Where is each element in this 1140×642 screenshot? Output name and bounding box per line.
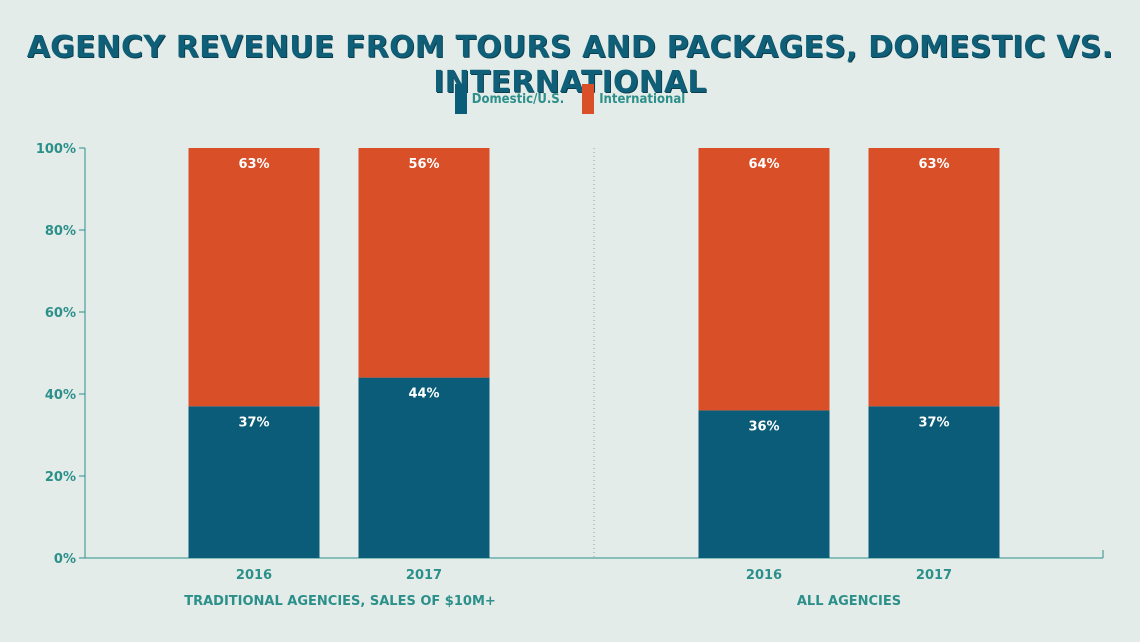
data-label-international: 56% [408,157,439,172]
bar-international [358,148,490,378]
data-label-domestic: 44% [408,387,439,402]
legend-item-domestic: Domestic/U.S. [454,84,565,114]
bar-international [698,148,830,411]
data-label-domestic: 36% [748,419,779,434]
group-label: TRADITIONAL AGENCIES, SALES OF $10M+ [184,594,496,609]
legend-swatch-international [582,84,595,114]
bar-domestic [188,406,320,558]
bar-domestic [868,406,1000,558]
y-tick-label: 20% [45,470,76,485]
y-tick-label: 100% [36,142,76,157]
bar-international [188,148,320,407]
bar-domestic [358,377,490,558]
group-label: ALL AGENCIES [797,594,901,609]
legend-label-international: International [599,91,686,107]
bar-international [868,148,1000,407]
y-tick-label: 0% [54,552,76,567]
bar-domestic [698,410,830,558]
chart-title: AGENCY REVENUE FROM TOURS AND PACKAGES, … [26,30,1114,100]
data-label-domestic: 37% [918,415,949,430]
data-label-international: 64% [748,157,779,172]
x-category-label: 2016 [746,568,782,583]
data-label-international: 63% [238,157,269,172]
y-tick-label: 40% [45,388,76,403]
legend-label-domestic: Domestic/U.S. [471,91,565,107]
chart-legend: Domestic/U.S. International [0,84,1140,114]
legend-item-international: International [582,84,685,114]
data-label-international: 63% [918,157,949,172]
y-tick-label: 60% [45,306,76,321]
x-category-label: 2016 [236,568,272,583]
legend-swatch-domestic [454,84,467,114]
data-label-domestic: 37% [238,415,269,430]
x-category-label: 2017 [406,568,442,583]
x-category-label: 2017 [916,568,952,583]
y-tick-label: 80% [45,224,76,239]
